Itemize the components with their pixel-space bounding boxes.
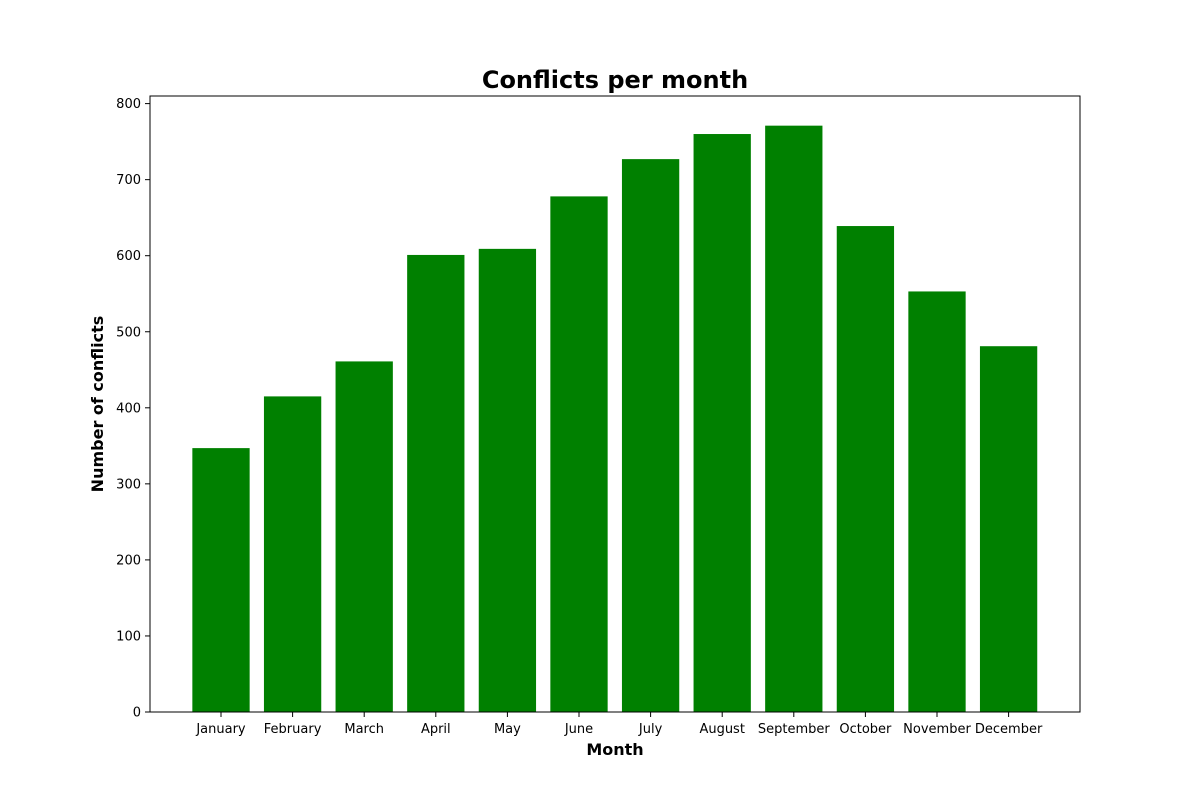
x-tick-label: September: [758, 722, 831, 737]
chart-title: Conflicts per month: [482, 66, 748, 94]
x-tick-label: March: [344, 722, 384, 737]
x-tick-label: October: [839, 722, 892, 737]
x-tick-label: November: [903, 722, 971, 737]
y-tick-label: 400: [116, 401, 141, 416]
bar-november: [908, 291, 966, 712]
bar-june: [550, 196, 608, 712]
y-tick-label: 800: [116, 97, 141, 112]
y-axis-title: Number of conflicts: [88, 316, 107, 493]
x-tick-label: August: [699, 722, 745, 737]
y-axis: 0 100 200 300 400 500 600 700 800: [116, 97, 150, 721]
y-tick-label: 700: [116, 173, 141, 188]
bar-march: [335, 361, 393, 712]
y-tick-label: 0: [133, 706, 141, 721]
y-tick-label: 300: [116, 477, 141, 492]
bar-july: [621, 159, 680, 713]
x-tick-label: January: [195, 722, 246, 737]
x-axis-title: Month: [586, 740, 643, 759]
bar-september: [765, 125, 823, 713]
x-tick-label: December: [975, 722, 1043, 737]
x-tick-label: April: [421, 722, 451, 737]
x-axis: January February March April May June July Augu…: [195, 712, 1043, 737]
bar-may: [478, 248, 537, 712]
x-tick-label: May: [494, 722, 521, 737]
x-tick-label: June: [564, 722, 593, 737]
y-tick-label: 100: [116, 629, 141, 644]
bar-october: [836, 226, 895, 713]
y-tick-label: 500: [116, 325, 141, 340]
y-tick-label: 600: [116, 249, 141, 264]
y-tick-label: 200: [116, 553, 141, 568]
x-tick-label: July: [638, 722, 663, 737]
bar-january: [192, 448, 250, 712]
x-tick-label: February: [264, 722, 322, 737]
plot-frame: [149, 95, 1081, 713]
bars: [192, 125, 1038, 713]
bar-february: [263, 396, 322, 712]
bar-august: [693, 134, 751, 713]
bar-april: [407, 254, 465, 712]
bar-december: [979, 346, 1038, 712]
